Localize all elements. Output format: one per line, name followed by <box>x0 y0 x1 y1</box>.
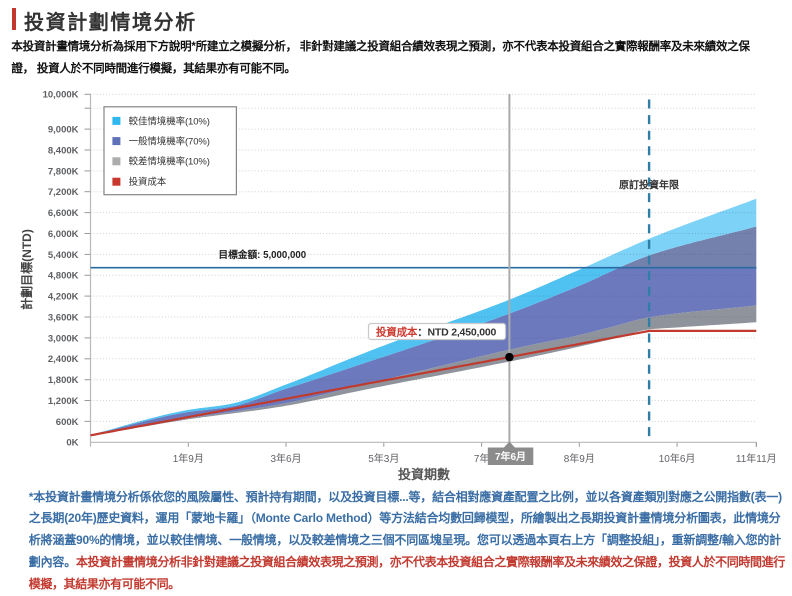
svg-text:目標金額: 5,000,000: 目標金額: 5,000,000 <box>218 248 306 261</box>
svg-text:3,600K: 3,600K <box>48 312 79 323</box>
svg-text:3年6月: 3年6月 <box>270 452 301 465</box>
svg-text:5,400K: 5,400K <box>48 250 79 261</box>
svg-text:計劃目標(NTD): 計劃目標(NTD) <box>19 229 34 310</box>
svg-text:6,600K: 6,600K <box>48 208 79 219</box>
svg-text:4,800K: 4,800K <box>48 271 79 282</box>
svg-text:投資期數: 投資期數 <box>398 467 450 482</box>
svg-text:10,000K: 10,000K <box>43 90 79 101</box>
svg-text:7年: 7年 <box>474 452 490 465</box>
svg-text:投資成本：NTD 2,450,000: 投資成本：NTD 2,450,000 <box>376 326 496 339</box>
svg-text:7年6月: 7年6月 <box>495 450 526 463</box>
svg-text:較差情境機率(10%): 較差情境機率(10%) <box>129 156 210 168</box>
svg-text:1,800K: 1,800K <box>48 375 79 386</box>
svg-text:一般情境機率(70%): 一般情境機率(70%) <box>129 136 210 148</box>
svg-text:600K: 600K <box>56 417 79 428</box>
svg-text:投資成本: 投資成本 <box>129 176 167 188</box>
svg-text:7,200K: 7,200K <box>48 187 79 198</box>
svg-text:1年9月: 1年9月 <box>173 452 204 465</box>
svg-text:9,000K: 9,000K <box>48 125 79 136</box>
svg-text:11年11月: 11年11月 <box>736 452 777 465</box>
svg-text:5年3月: 5年3月 <box>368 452 399 465</box>
svg-text:6,000K: 6,000K <box>48 229 79 240</box>
svg-text:2,400K: 2,400K <box>48 354 79 365</box>
svg-text:3,000K: 3,000K <box>48 333 79 344</box>
svg-text:較佳情境機率(10%): 較佳情境機率(10%) <box>129 115 210 127</box>
svg-text:1,200K: 1,200K <box>48 396 79 407</box>
svg-text:8,400K: 8,400K <box>48 145 79 156</box>
svg-text:7,800K: 7,800K <box>48 166 79 177</box>
svg-text:原訂投資年限: 原訂投資年限 <box>619 179 680 192</box>
svg-text:8年9月: 8年9月 <box>564 452 595 465</box>
svg-text:0K: 0K <box>66 438 78 449</box>
svg-text:4,200K: 4,200K <box>48 292 79 303</box>
svg-text:10年6月: 10年6月 <box>659 452 696 465</box>
